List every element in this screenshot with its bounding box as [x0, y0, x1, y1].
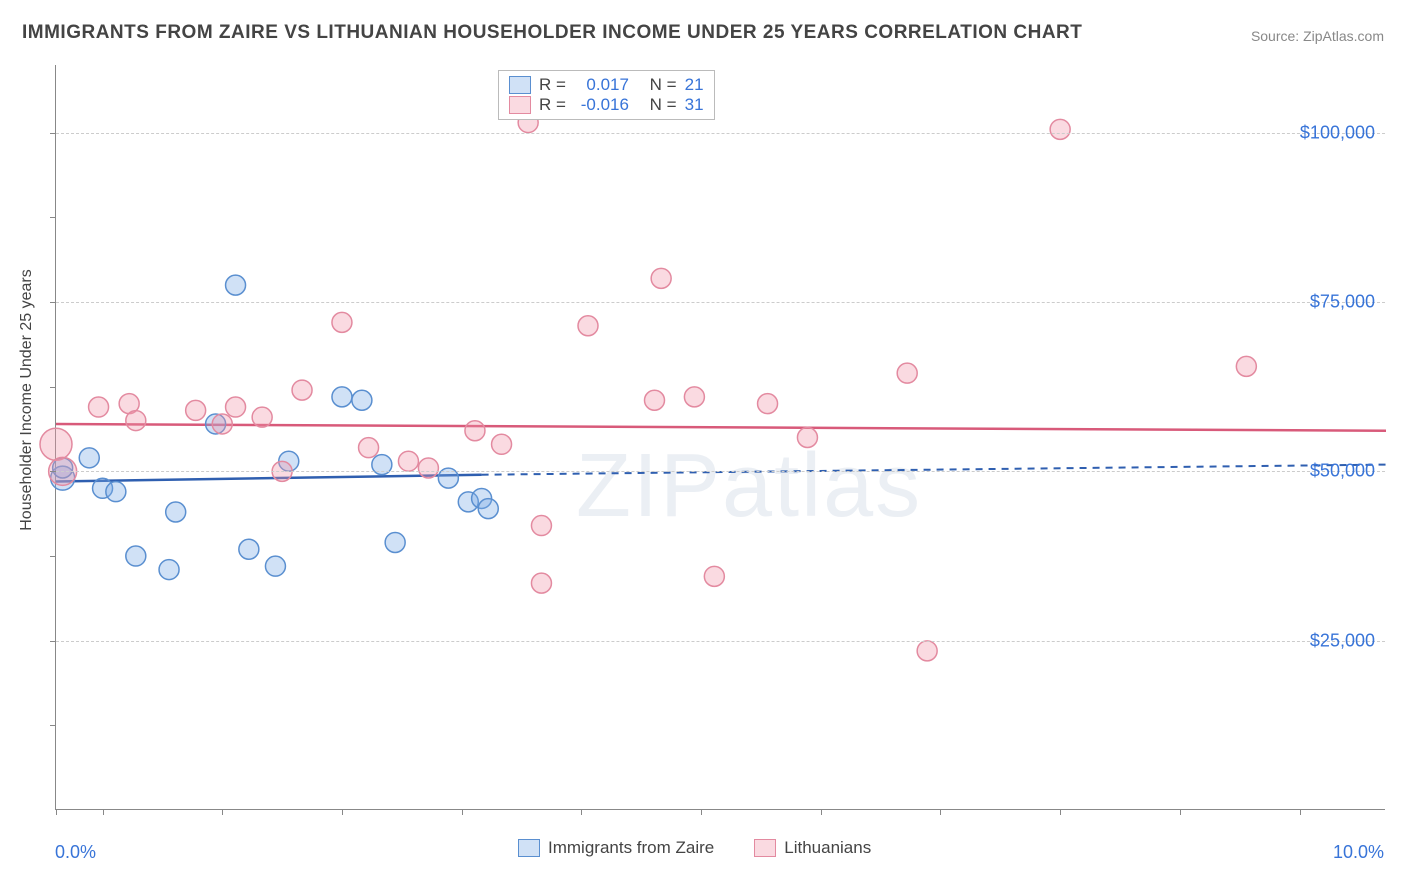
- y-tick-mark: [50, 556, 56, 557]
- x-tick-mark: [342, 809, 343, 815]
- legend-item-zaire: Immigrants from Zaire: [518, 838, 714, 858]
- y-tick-label: $25,000: [1310, 630, 1375, 651]
- x-tick-mark: [462, 809, 463, 815]
- y-tick-label: $100,000: [1300, 122, 1375, 143]
- gridline: [56, 471, 1385, 472]
- y-tick-mark: [50, 387, 56, 388]
- r-label: R =: [539, 95, 566, 115]
- x-tick-mark: [581, 809, 582, 815]
- x-tick-mark: [701, 809, 702, 815]
- x-axis-min-label: 0.0%: [55, 842, 96, 863]
- swatch-lithuanians-icon: [754, 839, 776, 857]
- gridline: [56, 302, 1385, 303]
- y-tick-mark: [50, 302, 56, 303]
- y-axis-label: Householder Income Under 25 years: [18, 269, 36, 530]
- x-tick-mark: [1060, 809, 1061, 815]
- y-tick-label: $75,000: [1310, 292, 1375, 313]
- x-tick-mark: [821, 809, 822, 815]
- gridline: [56, 641, 1385, 642]
- legend-row-lithuanians: R = -0.016 N = 31: [509, 95, 704, 115]
- y-tick-mark: [50, 725, 56, 726]
- series-legend: Immigrants from Zaire Lithuanians: [518, 838, 871, 858]
- legend-label-lithuanians: Lithuanians: [784, 838, 871, 858]
- x-tick-mark: [940, 809, 941, 815]
- gridline: [56, 133, 1385, 134]
- legend-item-lithuanians: Lithuanians: [754, 838, 871, 858]
- r-value-zaire: 0.017: [574, 75, 629, 95]
- y-tick-mark: [50, 217, 56, 218]
- x-tick-mark: [56, 809, 57, 815]
- y-tick-mark: [50, 471, 56, 472]
- legend-label-zaire: Immigrants from Zaire: [548, 838, 714, 858]
- n-label: N =: [650, 75, 677, 95]
- n-value-lithuanians: 31: [685, 95, 704, 115]
- swatch-zaire: [509, 76, 531, 94]
- x-tick-mark: [103, 809, 104, 815]
- r-value-lithuanians: -0.016: [574, 95, 629, 115]
- scatter-chart: [56, 65, 1386, 810]
- n-label: N =: [650, 95, 677, 115]
- legend-row-zaire: R = 0.017 N = 21: [509, 75, 704, 95]
- plot-area: ZIPatlas $25,000$50,000$75,000$100,000: [55, 65, 1385, 810]
- swatch-lithuanians: [509, 96, 531, 114]
- source-attribution: Source: ZipAtlas.com: [1251, 28, 1384, 44]
- x-tick-mark: [222, 809, 223, 815]
- n-value-zaire: 21: [685, 75, 704, 95]
- swatch-zaire-icon: [518, 839, 540, 857]
- x-axis-max-label: 10.0%: [1333, 842, 1384, 863]
- correlation-legend: R = 0.017 N = 21 R = -0.016 N = 31: [498, 70, 715, 120]
- y-tick-mark: [50, 133, 56, 134]
- y-tick-label: $50,000: [1310, 461, 1375, 482]
- y-tick-mark: [50, 641, 56, 642]
- x-tick-mark: [1180, 809, 1181, 815]
- r-label: R =: [539, 75, 566, 95]
- x-tick-mark: [1300, 809, 1301, 815]
- chart-title: IMMIGRANTS FROM ZAIRE VS LITHUANIAN HOUS…: [22, 22, 1082, 44]
